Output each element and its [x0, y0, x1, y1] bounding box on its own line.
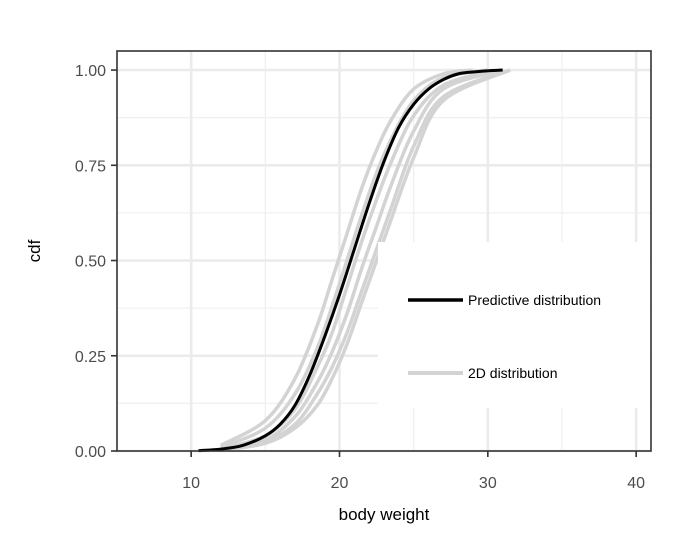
x-tick-label: 20 [331, 475, 349, 492]
x-tick-label: 30 [479, 475, 497, 492]
y-tick-label: 0.25 [75, 349, 106, 366]
y-tick-label: 1.00 [75, 63, 106, 80]
plot-border [116, 50, 652, 452]
legend-label: Predictive distribution [468, 292, 601, 308]
legend-background [378, 242, 650, 408]
x-tick-label: 10 [182, 475, 200, 492]
twod-distribution-line [220, 68, 511, 452]
predictive-distribution-line [198, 68, 503, 453]
twod-distribution-line [220, 68, 489, 449]
twod-distribution-line [219, 68, 474, 447]
legend: Predictive distribution 2D distribution [408, 292, 601, 381]
axis-ticks: 10 20 30 40 0.00 0.25 0.50 0.75 1.00 [75, 63, 645, 492]
y-tick-label: 0.75 [75, 158, 106, 175]
twod-distribution-line [220, 70, 489, 451]
twod-distribution-line [220, 68, 504, 451]
twod-distribution-line [220, 68, 511, 452]
y-axis-title: cdf [25, 239, 44, 262]
y-tick-label: 0.00 [75, 444, 106, 461]
x-tick-label: 40 [627, 475, 645, 492]
series-layer [198, 68, 511, 453]
legend-label: 2D distribution [468, 365, 558, 381]
y-tick-label: 0.50 [75, 254, 106, 271]
x-axis-title: body weight [339, 505, 430, 524]
